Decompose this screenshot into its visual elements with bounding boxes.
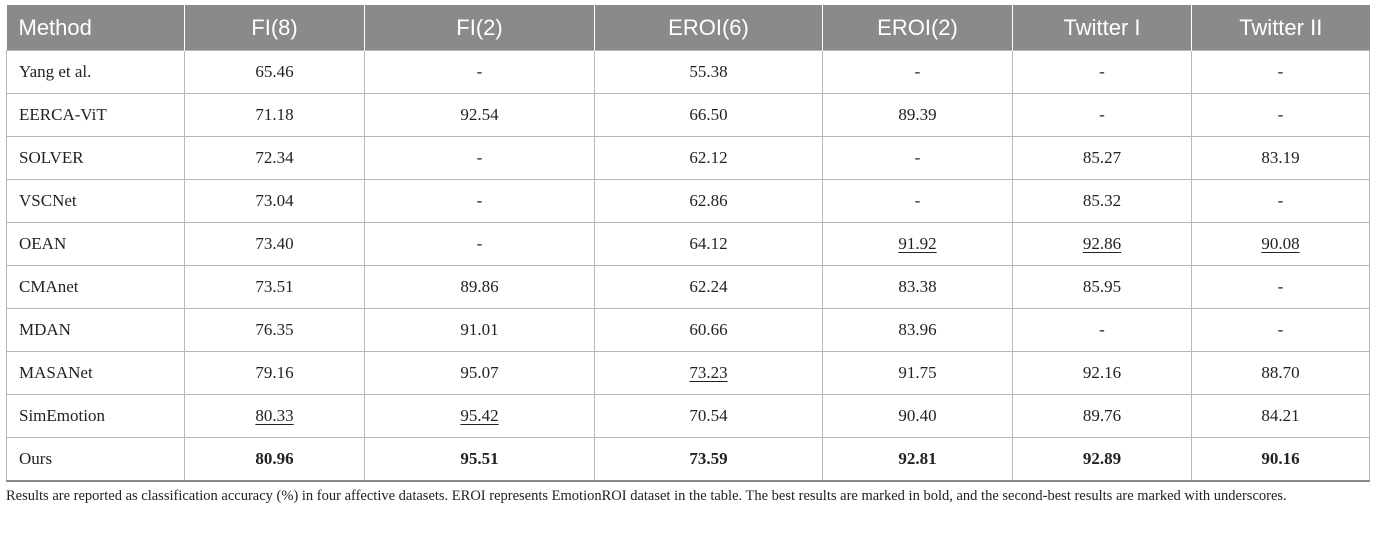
- table-row: VSCNet 73.04-62.86-85.32-: [6, 179, 1370, 223]
- method-cell: CMAnet: [6, 265, 185, 309]
- value-cell: 65.46: [184, 50, 365, 94]
- value-cell: 92.86: [1012, 222, 1192, 266]
- value-cell: 90.40: [822, 394, 1013, 438]
- value-cell: 66.50: [594, 93, 823, 137]
- value-cell: 83.96: [822, 308, 1013, 352]
- value-cell: 91.01: [364, 308, 595, 352]
- value-cell: 89.76: [1012, 394, 1192, 438]
- value-cell: 85.32: [1012, 179, 1192, 223]
- value-cell: -: [822, 136, 1013, 180]
- table-row: MDAN 76.35 91.01 60.66 83.96- -: [6, 308, 1370, 352]
- value-cell: 70.54: [594, 394, 823, 438]
- method-cell: Ours: [6, 437, 185, 482]
- value-cell: 83.19: [1191, 136, 1370, 180]
- value-cell: 88.70: [1191, 351, 1370, 395]
- table-row: EERCA-ViT 71.18 92.54 66.50 89.39- -: [6, 93, 1370, 137]
- table-row: Ours 80.96 95.51 73.59 92.81 92.89 90.16: [6, 437, 1370, 482]
- table-footnote: Results are reported as classification a…: [6, 488, 1287, 504]
- value-cell: 95.42: [364, 394, 595, 438]
- value-cell: 73.40: [184, 222, 365, 266]
- table-row: CMAnet 73.51 89.86 62.24 83.38 85.95-: [6, 265, 1370, 309]
- value-cell: -: [1191, 179, 1370, 223]
- value-cell: 89.39: [822, 93, 1013, 137]
- method-cell: Yang et al.: [6, 50, 185, 94]
- header-method: Method: [6, 5, 185, 51]
- method-cell: VSCNet: [6, 179, 185, 223]
- method-cell: MASANet: [6, 351, 185, 395]
- value-cell: 92.54: [364, 93, 595, 137]
- value-cell: 73.04: [184, 179, 365, 223]
- value-cell: 79.16: [184, 351, 365, 395]
- value-cell: -: [364, 136, 595, 180]
- value-cell: 73.59: [594, 437, 823, 482]
- value-cell: 91.75: [822, 351, 1013, 395]
- value-cell: 62.24: [594, 265, 823, 309]
- method-cell: SimEmotion: [6, 394, 185, 438]
- header-eroi6: EROI(6): [594, 5, 823, 51]
- value-cell: 71.18: [184, 93, 365, 137]
- table-row: MASANet 79.16 95.07 73.23 91.75 92.16 88.70: [6, 351, 1370, 395]
- method-cell: OEAN: [6, 222, 185, 266]
- value-cell: -: [364, 222, 595, 266]
- results-table: Method FI(8) FI(2) EROI(6) EROI(2) Twitt…: [6, 5, 1370, 482]
- header-fi2: FI(2): [364, 5, 595, 51]
- value-cell: 60.66: [594, 308, 823, 352]
- value-cell: -: [822, 50, 1013, 94]
- value-cell: -: [1191, 308, 1370, 352]
- table-row: Yang et al. 65.46-55.38- - -: [6, 50, 1370, 94]
- header-twitter2: Twitter II: [1191, 5, 1370, 51]
- value-cell: 84.21: [1191, 394, 1370, 438]
- header-twitter1: Twitter I: [1012, 5, 1192, 51]
- value-cell: -: [1191, 93, 1370, 137]
- value-cell: 95.07: [364, 351, 595, 395]
- method-cell: EERCA-ViT: [6, 93, 185, 137]
- value-cell: 62.86: [594, 179, 823, 223]
- value-cell: -: [364, 50, 595, 94]
- value-cell: -: [1012, 93, 1192, 137]
- value-cell: 73.23: [594, 351, 823, 395]
- value-cell: 72.34: [184, 136, 365, 180]
- header-row: Method FI(8) FI(2) EROI(6) EROI(2) Twitt…: [6, 5, 1370, 51]
- value-cell: 91.92: [822, 222, 1013, 266]
- method-cell: SOLVER: [6, 136, 185, 180]
- value-cell: 76.35: [184, 308, 365, 352]
- results-table-container: Method FI(8) FI(2) EROI(6) EROI(2) Twitt…: [6, 5, 1370, 482]
- header-eroi2: EROI(2): [822, 5, 1013, 51]
- value-cell: 90.16: [1191, 437, 1370, 482]
- value-cell: 89.86: [364, 265, 595, 309]
- table-row: OEAN 73.40-64.12 91.92 92.86 90.08: [6, 222, 1370, 266]
- value-cell: 92.89: [1012, 437, 1192, 482]
- value-cell: 83.38: [822, 265, 1013, 309]
- value-cell: -: [822, 179, 1013, 223]
- value-cell: 85.27: [1012, 136, 1192, 180]
- value-cell: -: [1012, 308, 1192, 352]
- header-fi8: FI(8): [184, 5, 365, 51]
- value-cell: -: [364, 179, 595, 223]
- value-cell: 80.33: [184, 394, 365, 438]
- table-row: SOLVER 72.34-62.12-85.27 83.19: [6, 136, 1370, 180]
- value-cell: 55.38: [594, 50, 823, 94]
- value-cell: 85.95: [1012, 265, 1192, 309]
- value-cell: 92.81: [822, 437, 1013, 482]
- method-cell: MDAN: [6, 308, 185, 352]
- value-cell: 73.51: [184, 265, 365, 309]
- value-cell: -: [1012, 50, 1192, 94]
- value-cell: 62.12: [594, 136, 823, 180]
- value-cell: 95.51: [364, 437, 595, 482]
- value-cell: -: [1191, 265, 1370, 309]
- value-cell: 92.16: [1012, 351, 1192, 395]
- value-cell: 80.96: [184, 437, 365, 482]
- value-cell: -: [1191, 50, 1370, 94]
- value-cell: 64.12: [594, 222, 823, 266]
- value-cell: 90.08: [1191, 222, 1370, 266]
- table-row: SimEmotion 80.33 95.42 70.54 90.40 89.76 84.21: [6, 394, 1370, 438]
